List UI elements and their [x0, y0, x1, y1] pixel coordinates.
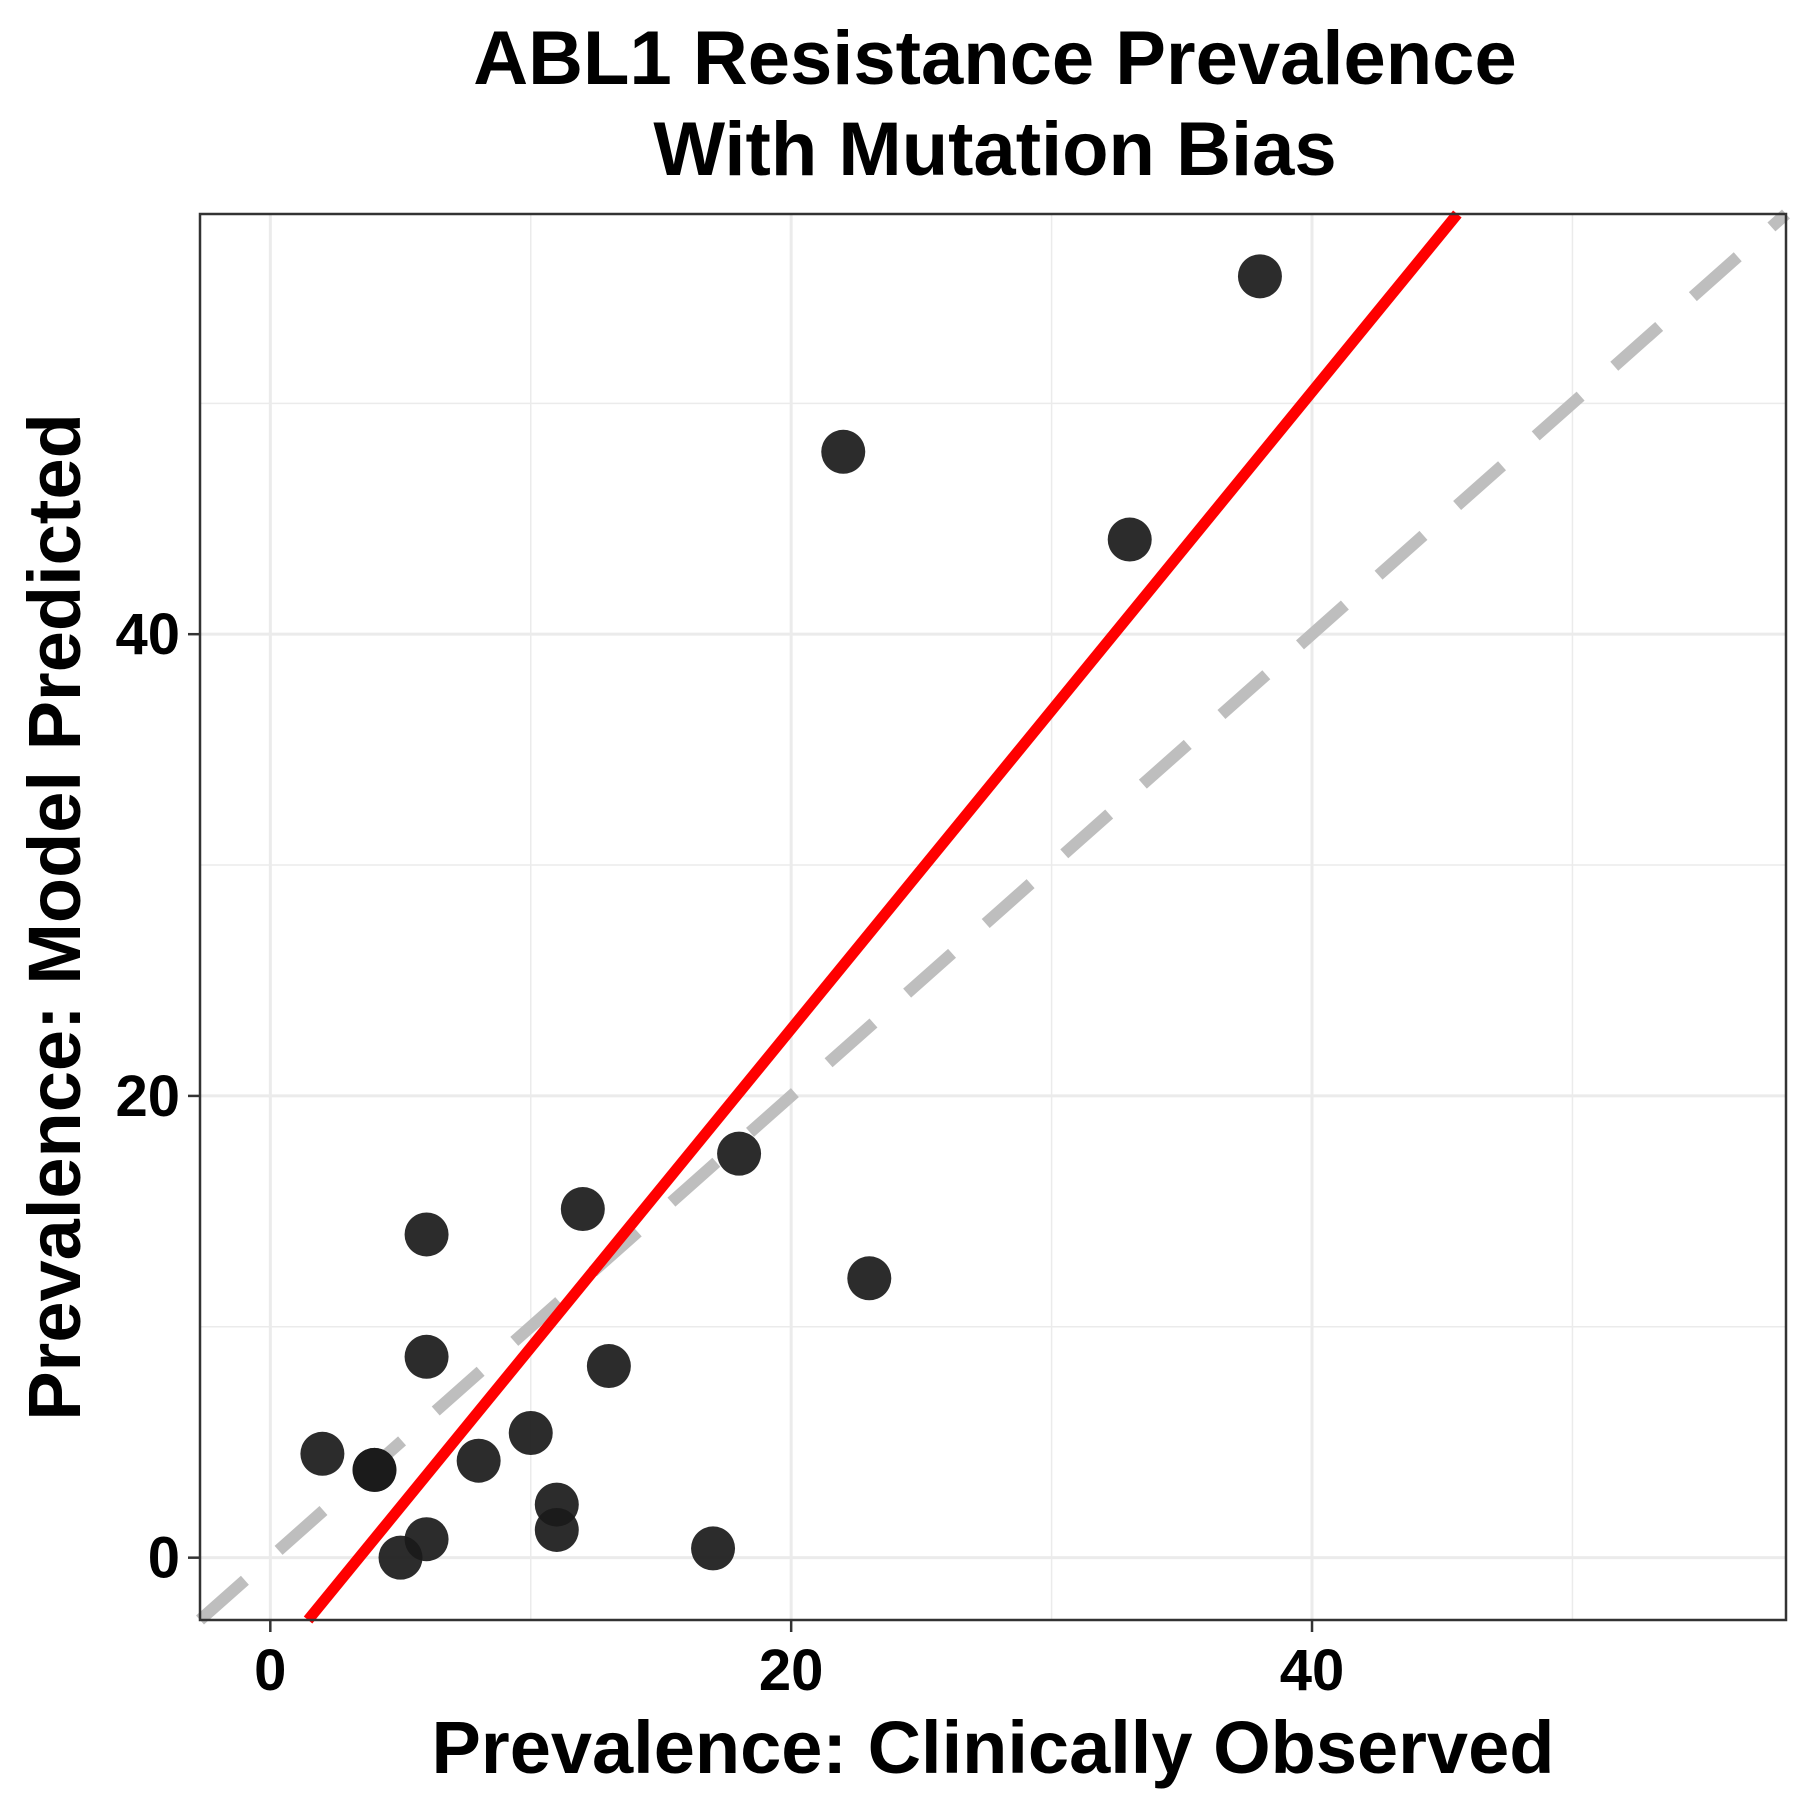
data-point [352, 1447, 397, 1492]
data-point [508, 1410, 553, 1455]
data-point [404, 1517, 449, 1562]
data-point [404, 1334, 449, 1379]
data-point [534, 1507, 579, 1552]
identity-line [196, 209, 1790, 1625]
data-point [821, 429, 866, 474]
x-axis-title: Prevalence: Clinically Observed [432, 1706, 1555, 1789]
axis-ticks: 0 20 40 0 20 40 [115, 602, 1344, 1703]
y-tick-label: 20 [115, 1064, 180, 1129]
x-tick-label: 20 [759, 1638, 824, 1703]
chart-title-line-1: ABL1 Resistance Prevalence [473, 16, 1516, 101]
fit-line [303, 210, 1462, 1624]
data-point [456, 1438, 501, 1483]
y-tick-label: 0 [148, 1526, 180, 1591]
reference-lines [196, 209, 1790, 1625]
x-tick-label: 0 [254, 1638, 286, 1703]
x-tick-label: 40 [1280, 1638, 1345, 1703]
data-point [1107, 517, 1152, 562]
y-axis-title: Prevalence: Model Predicted [13, 413, 96, 1421]
data-point [560, 1187, 605, 1232]
gridlines [200, 214, 1786, 1620]
y-tick-label: 40 [115, 602, 180, 667]
data-point [300, 1431, 345, 1476]
data-point [586, 1344, 631, 1389]
data-point [847, 1256, 892, 1301]
data-point [1237, 254, 1282, 299]
data-points [300, 254, 1282, 1580]
data-point [717, 1131, 762, 1176]
chart-title-line-2: With Mutation Bias [653, 107, 1336, 192]
data-point [404, 1212, 449, 1257]
data-point [691, 1526, 736, 1571]
plot-border [198, 212, 1788, 1622]
